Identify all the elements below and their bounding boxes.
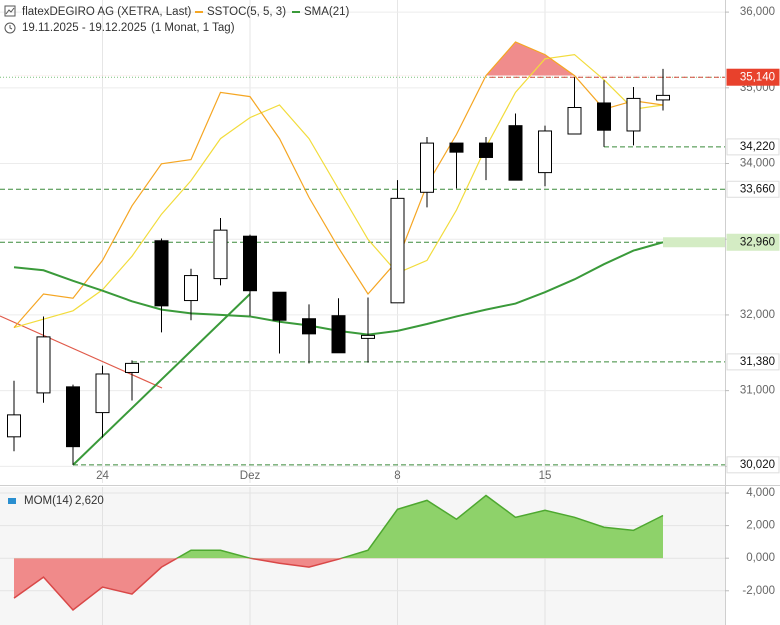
header: flatexDEGIRO AG (XETRA, Last) SSTOC(5, 5… xyxy=(4,5,350,507)
legend-icon xyxy=(8,498,16,504)
momentum-line xyxy=(175,494,664,559)
candle-body xyxy=(449,142,464,153)
level-label: 35,140 xyxy=(740,71,775,83)
momentum-area-positive xyxy=(14,495,663,559)
date-range: 19.11.2025 - 19.12.2025 xyxy=(22,22,146,34)
instrument-title: flatexDEGIRO AG (XETRA, Last) xyxy=(22,6,192,18)
level-label-box xyxy=(726,353,780,371)
candle-body xyxy=(656,94,670,101)
y-tick-label: 2,000 xyxy=(746,520,775,532)
x-tick-label: Dez xyxy=(240,470,261,482)
momentum-line xyxy=(13,558,345,612)
level-band xyxy=(663,237,725,248)
chart-icon xyxy=(5,7,15,15)
candle-body xyxy=(567,107,582,135)
candle-body xyxy=(154,240,169,307)
level-label-box xyxy=(726,68,780,86)
legend-entry: MOM(14) xyxy=(24,495,73,507)
x-tick-label: 15 xyxy=(539,470,552,482)
candle-body xyxy=(538,130,552,174)
clock-icon xyxy=(4,22,16,34)
candle-body xyxy=(626,97,641,132)
candle-body xyxy=(125,362,139,373)
legend-entry: SSTOC(5, 5, 3) xyxy=(207,6,286,18)
trend-line xyxy=(0,315,163,389)
level-label: 33,660 xyxy=(740,183,775,195)
candle-body xyxy=(331,315,346,354)
level-label: 32,960 xyxy=(740,236,775,248)
x-tick-label: 8 xyxy=(394,470,400,482)
level-label-box xyxy=(726,233,780,251)
level-label: 30,020 xyxy=(740,459,775,471)
candle-body xyxy=(597,102,611,131)
stoch-line xyxy=(13,41,664,328)
level-label: 34,220 xyxy=(740,141,775,153)
clock-icon xyxy=(9,25,13,30)
y-tick-label: 31,000 xyxy=(740,385,775,397)
candle-body xyxy=(390,197,405,304)
price-panel xyxy=(0,41,725,466)
stoch-signal-line xyxy=(13,53,664,329)
candle-body xyxy=(243,235,257,292)
y-tick-label: 4,000 xyxy=(746,487,775,499)
y-tick-label: -2,000 xyxy=(742,585,775,597)
y-tick-label: 34,000 xyxy=(740,158,775,170)
axis: 24Dez81530,00031,00032,00033,00034,00035… xyxy=(96,6,780,597)
overbought-area xyxy=(14,42,663,76)
candle-body xyxy=(7,414,21,438)
candle-body xyxy=(479,142,493,158)
candle-body xyxy=(213,229,228,280)
chart-icon xyxy=(4,5,16,17)
candle-body xyxy=(272,291,287,321)
level-label-box xyxy=(726,180,780,198)
legend-entry: SMA(21) xyxy=(304,6,350,18)
candle-body xyxy=(95,373,110,414)
momentum-plot xyxy=(13,494,664,612)
candle-body xyxy=(508,125,523,181)
candle-body xyxy=(361,334,375,339)
y-tick-label: 36,000 xyxy=(740,6,775,18)
y-tick-label: 32,000 xyxy=(740,309,775,321)
candle-body xyxy=(302,318,316,335)
level-label-box xyxy=(726,456,780,474)
candle-body xyxy=(66,386,80,448)
y-tick-label: 0,000 xyxy=(746,552,775,564)
legend-value: 2,620 xyxy=(75,495,104,507)
candle-body xyxy=(36,336,51,394)
level-label: 31,380 xyxy=(740,356,775,368)
x-tick-label: 24 xyxy=(96,470,109,482)
candle-body xyxy=(184,275,198,302)
period: (1 Monat, 1 Tag) xyxy=(151,22,235,34)
candle-body xyxy=(420,142,434,193)
level-label-box xyxy=(726,138,780,156)
